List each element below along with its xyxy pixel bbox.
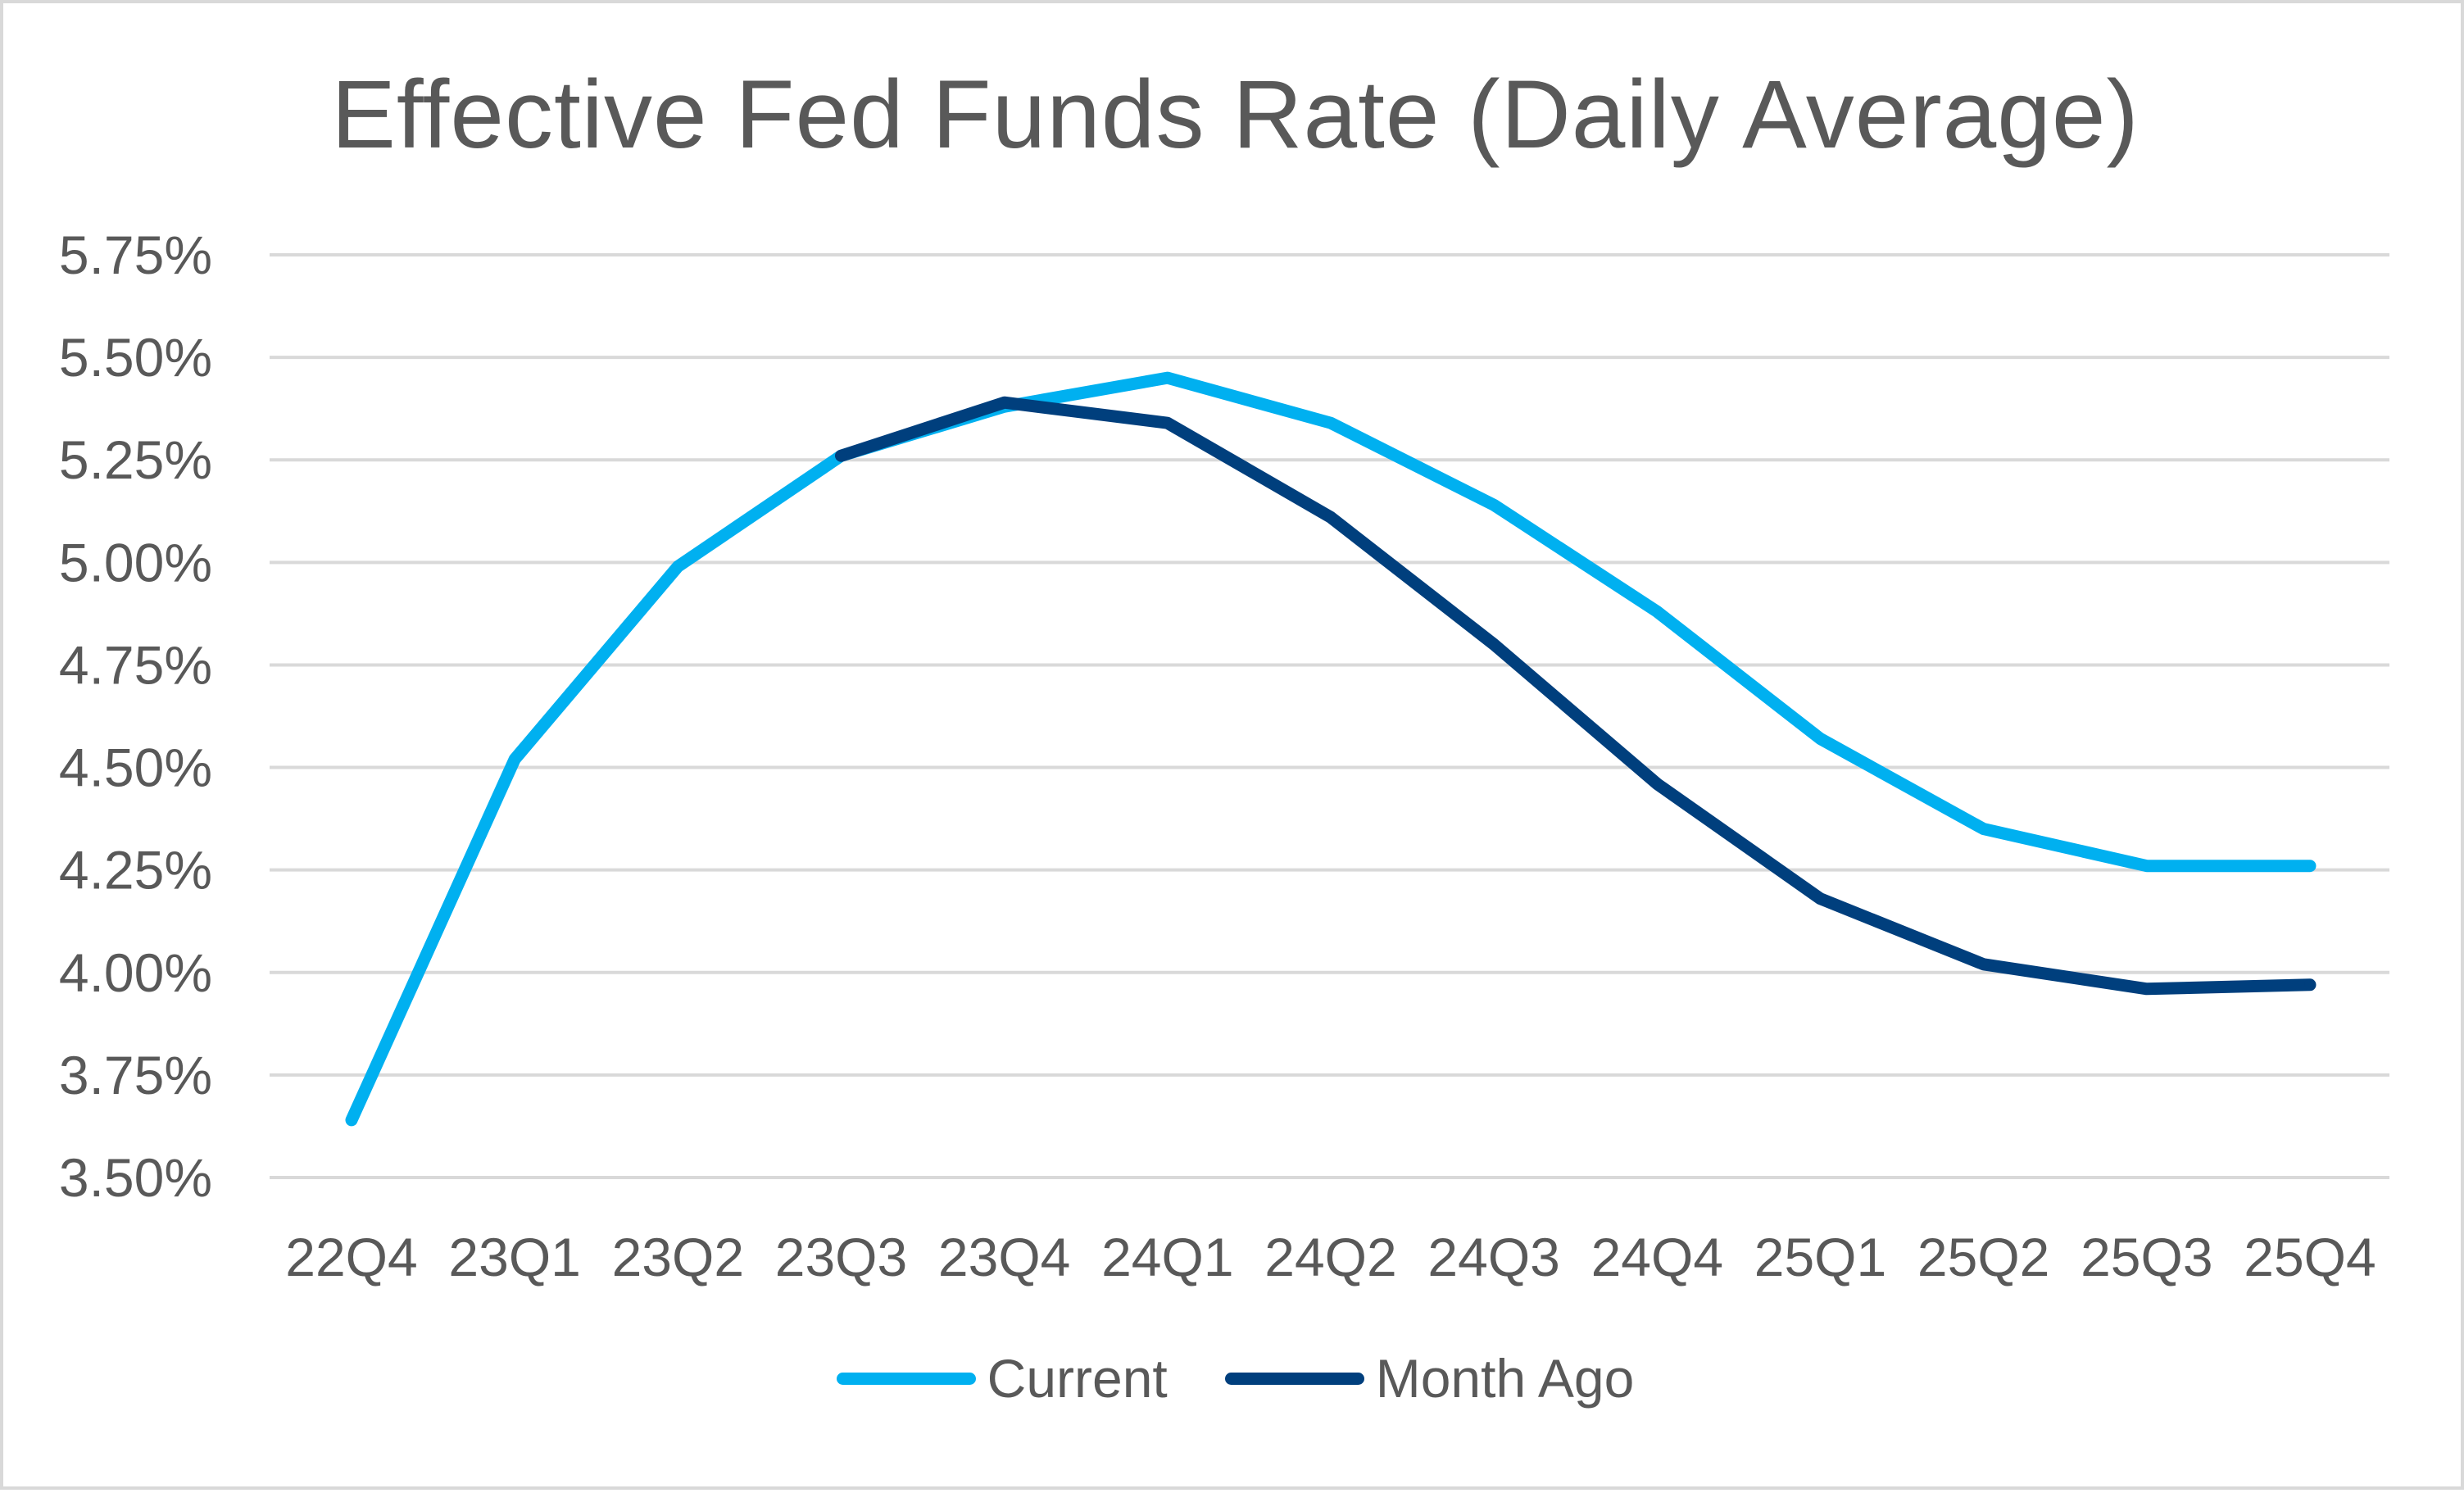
- y-tick-label: 4.75%: [59, 634, 212, 695]
- legend-swatch-current: [836, 1372, 976, 1385]
- y-tick-label: 5.00%: [59, 532, 212, 592]
- data-point[interactable]: [1161, 372, 1173, 384]
- data-point[interactable]: [1651, 778, 1663, 790]
- y-tick-label: 5.75%: [59, 225, 212, 285]
- x-tick-label: 25Q1: [1754, 1227, 1886, 1287]
- series-line-current[interactable]: [345, 371, 2317, 1127]
- series-line-month-ago[interactable]: [835, 396, 2317, 996]
- data-point[interactable]: [2304, 978, 2316, 991]
- data-point[interactable]: [346, 1114, 357, 1126]
- data-point[interactable]: [1161, 417, 1173, 429]
- y-tick-label: 4.00%: [59, 942, 212, 1003]
- plot-area: 3.50% 3.75% 4.00% 4.25% 4.50% 4.75% 5.00% 5.25%…: [59, 225, 2389, 1287]
- data-point[interactable]: [1325, 417, 1336, 429]
- x-tick-label: 23Q4: [938, 1227, 1070, 1287]
- legend-item-month-ago[interactable]: Month Ago: [1224, 1347, 1635, 1409]
- legend-label-month-ago: Month Ago: [1375, 1348, 1635, 1409]
- x-tick-label: 25Q4: [2244, 1227, 2376, 1287]
- data-point[interactable]: [1488, 499, 1500, 511]
- x-tick-label: 23Q3: [775, 1227, 907, 1287]
- x-tick-label: 24Q4: [1591, 1227, 1723, 1287]
- x-tick-label: 25Q2: [1917, 1227, 2049, 1287]
- x-tick-label: 24Q2: [1264, 1227, 1396, 1287]
- data-point[interactable]: [1814, 892, 1826, 905]
- data-point[interactable]: [1488, 638, 1500, 651]
- y-tick-label: 5.50%: [59, 327, 212, 388]
- data-point[interactable]: [1325, 511, 1336, 524]
- y-tick-label: 4.50%: [59, 737, 212, 798]
- data-point[interactable]: [998, 397, 1010, 409]
- data-point[interactable]: [672, 560, 684, 573]
- legend-item-current[interactable]: Current: [836, 1347, 1168, 1409]
- data-point[interactable]: [2140, 860, 2153, 872]
- x-tick-label: 24Q1: [1101, 1227, 1233, 1287]
- data-point[interactable]: [1814, 733, 1826, 745]
- y-tick-label: 3.50%: [59, 1147, 212, 1208]
- x-tick-label: 23Q2: [612, 1227, 744, 1287]
- x-tick-label: 24Q3: [1427, 1227, 1559, 1287]
- data-point[interactable]: [1977, 823, 1990, 835]
- legend: Current Month Ago: [3, 1347, 2464, 1409]
- data-point[interactable]: [2140, 982, 2153, 995]
- y-tick-label: 3.75%: [59, 1045, 212, 1105]
- data-point[interactable]: [2304, 860, 2316, 872]
- legend-swatch-month-ago: [1224, 1372, 1364, 1385]
- data-point[interactable]: [509, 753, 521, 765]
- y-tick-label: 5.25%: [59, 429, 212, 490]
- y-tick-label: 4.25%: [59, 840, 212, 901]
- data-point[interactable]: [1977, 958, 1990, 970]
- x-tick-label: 23Q1: [448, 1227, 580, 1287]
- data-point[interactable]: [1651, 606, 1663, 618]
- data-point[interactable]: [835, 450, 847, 462]
- legend-label-current: Current: [987, 1348, 1168, 1409]
- x-tick-label: 25Q3: [2081, 1227, 2212, 1287]
- x-tick-label: 22Q4: [285, 1227, 417, 1287]
- chart-title: Effective Fed Funds Rate (Daily Average): [331, 61, 2140, 169]
